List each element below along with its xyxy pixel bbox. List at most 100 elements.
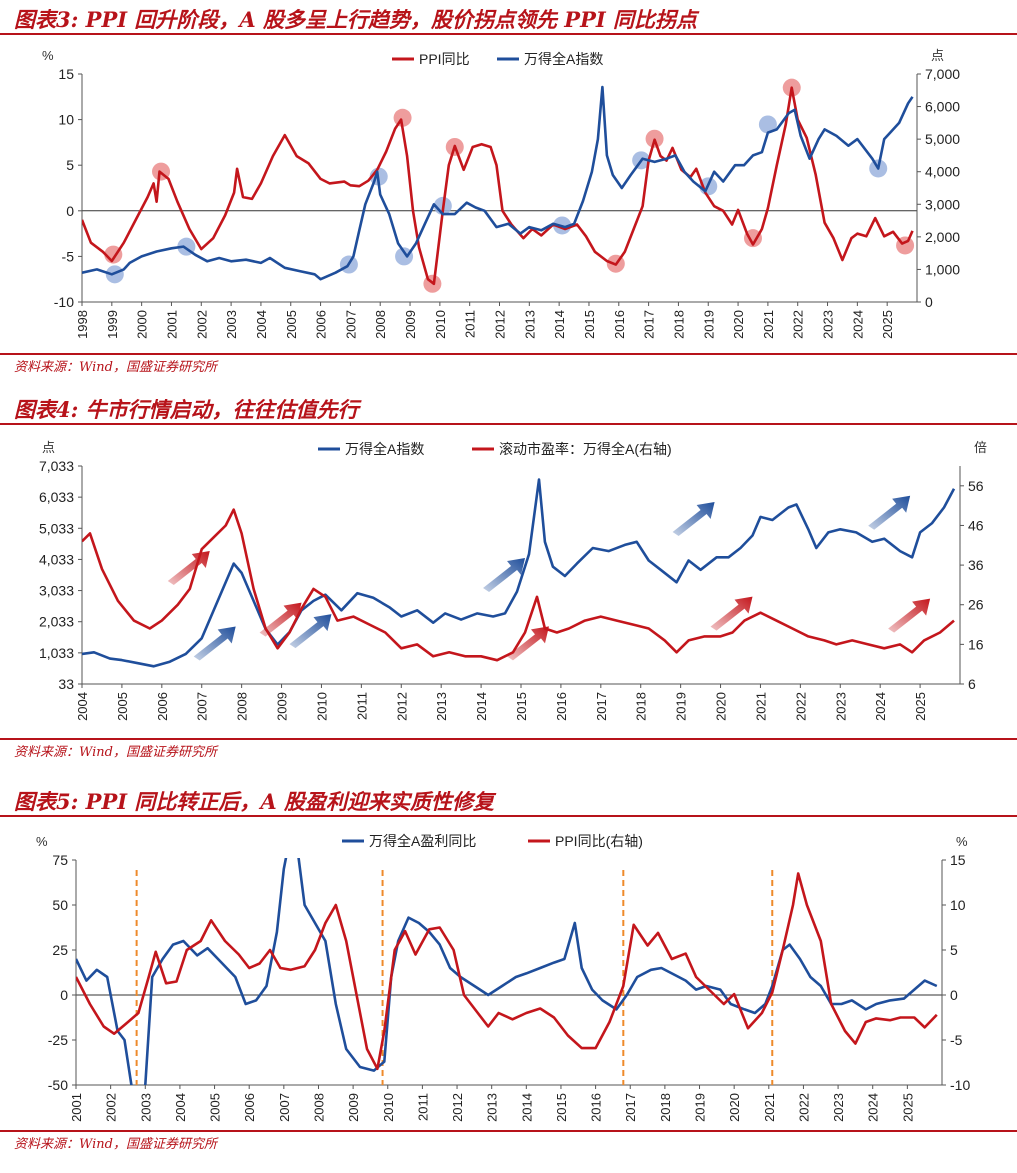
left-tick-label: -50 [48, 1077, 68, 1093]
x-tick-label: 2006 [242, 1093, 257, 1122]
source-rule [0, 738, 1017, 740]
chart3-title: 图表3: PPI 回升阶段，A 股多呈上行趋势，股价拐点领先 PPI 同比拐点 [14, 7, 698, 32]
right-tick-label: 15 [950, 852, 966, 868]
left-tick-label: 0 [60, 987, 68, 1003]
trend-arrow [259, 602, 302, 637]
x-tick-label: 2013 [485, 1093, 500, 1122]
x-tick-label: 2017 [623, 1093, 638, 1122]
right-tick-label: 46 [968, 517, 984, 533]
right-tick-label: 10 [950, 897, 966, 913]
x-tick-label: 2023 [833, 692, 848, 721]
x-tick-label: 2016 [612, 310, 627, 339]
x-tick-label: 2011 [463, 310, 478, 338]
source-rule [0, 353, 1017, 355]
left-tick-label: -10 [54, 294, 74, 310]
title-rule [0, 815, 1017, 817]
chart4-source: 资料来源：Wind，国盛证券研究所 [14, 745, 217, 760]
x-tick-label: 2021 [761, 310, 776, 339]
left-tick-label: 3,033 [39, 583, 74, 599]
x-tick-label: 2006 [314, 310, 329, 339]
x-tick-label: 2007 [195, 692, 210, 721]
x-tick-label: 2001 [164, 310, 179, 339]
x-tick-label: 2002 [194, 310, 209, 339]
left-tick-label: 5,033 [39, 520, 74, 536]
chart5-source: 资料来源：Wind，国盛证券研究所 [14, 1137, 217, 1152]
x-tick-label: 2025 [900, 1093, 915, 1122]
x-tick-label: 2004 [254, 310, 269, 339]
left-tick-label: 4,033 [39, 551, 74, 567]
x-tick-label: 2012 [450, 1093, 465, 1122]
x-tick-label: 2017 [642, 310, 657, 339]
left-tick-label: -5 [62, 248, 75, 264]
series-line-1 [76, 872, 938, 1071]
chart3-source: 资料来源：Wind，国盛证券研究所 [14, 360, 217, 375]
x-tick-label: 2016 [554, 692, 569, 721]
left-tick-label: 10 [58, 112, 74, 128]
trend-arrow [289, 614, 332, 649]
right-tick-label: 2,000 [925, 229, 960, 245]
x-tick-label: 2024 [873, 692, 888, 721]
x-tick-label: 2015 [514, 692, 529, 721]
x-tick-label: 2008 [311, 1093, 326, 1122]
series-line-0 [82, 478, 956, 668]
x-tick-label: 2025 [880, 310, 895, 339]
x-tick-label: 2020 [731, 310, 746, 339]
legend-label: PPI同比 [419, 51, 470, 67]
chart4-title: 图表4: 牛市行情启动，往往估值先行 [14, 397, 359, 422]
x-tick-label: 2005 [115, 692, 130, 721]
x-tick-label: 2011 [354, 692, 369, 720]
x-tick-label: 2014 [519, 1093, 534, 1122]
x-tick-label: 2005 [284, 310, 299, 339]
source-rule [0, 1130, 1017, 1132]
x-tick-label: 2022 [791, 310, 806, 339]
x-tick-label: 2007 [277, 1093, 292, 1122]
legend-label: 万得全A指数 [345, 441, 424, 457]
x-tick-label: 2017 [594, 692, 609, 721]
x-tick-label: 2008 [235, 692, 250, 721]
x-tick-label: 2016 [589, 1093, 604, 1122]
trend-arrow [506, 626, 549, 661]
trend-arrow [193, 626, 236, 661]
x-tick-label: 2015 [582, 310, 597, 339]
right-unit-label: 倍 [974, 440, 987, 455]
right-tick-label: -5 [950, 1032, 963, 1048]
right-tick-label: 6 [968, 676, 976, 692]
x-tick-label: 1998 [75, 310, 90, 339]
x-tick-label: 2022 [793, 692, 808, 721]
trend-arrow [483, 558, 526, 593]
x-tick-label: 2021 [753, 692, 768, 721]
x-tick-label: 2024 [866, 1093, 881, 1122]
left-tick-label: 2,033 [39, 614, 74, 630]
trend-arrow [672, 501, 715, 536]
x-tick-label: 2001 [69, 1093, 84, 1122]
right-tick-label: 36 [968, 557, 984, 573]
left-tick-label: 7,033 [39, 458, 74, 474]
title-rule [0, 33, 1017, 35]
series-line-1 [82, 508, 955, 662]
right-tick-label: 1,000 [925, 261, 960, 277]
x-tick-label: 2019 [701, 310, 716, 339]
chart5-title: 图表5: PPI 同比转正后，A 股盈利迎来实质性修复 [14, 789, 494, 814]
left-tick-label: 75 [52, 852, 68, 868]
x-tick-label: 2023 [821, 310, 836, 339]
trend-arrow [167, 551, 210, 586]
right-unit-label: % [956, 834, 968, 849]
trend-arrow [710, 596, 753, 631]
x-tick-label: 2002 [104, 1093, 119, 1122]
x-tick-label: 2009 [275, 692, 290, 721]
x-tick-label: 2019 [674, 692, 689, 721]
x-tick-label: 2008 [373, 310, 388, 339]
x-tick-label: 2023 [831, 1093, 846, 1122]
chart4-figure: 点 倍 33 1,033 2,033 3,033 4,033 5,033 6,033 7,033 6… [39, 440, 987, 721]
x-tick-label: 2010 [314, 692, 329, 721]
x-tick-label: 2018 [658, 1093, 673, 1122]
right-tick-label: 3,000 [925, 196, 960, 212]
trend-arrow [888, 598, 931, 633]
x-tick-label: 2005 [208, 1093, 223, 1122]
series-line-1 [82, 85, 914, 281]
x-tick-label: 2021 [762, 1093, 777, 1122]
x-tick-label: 2020 [714, 692, 729, 721]
x-tick-label: 2009 [403, 310, 418, 339]
x-tick-label: 2004 [75, 692, 90, 721]
